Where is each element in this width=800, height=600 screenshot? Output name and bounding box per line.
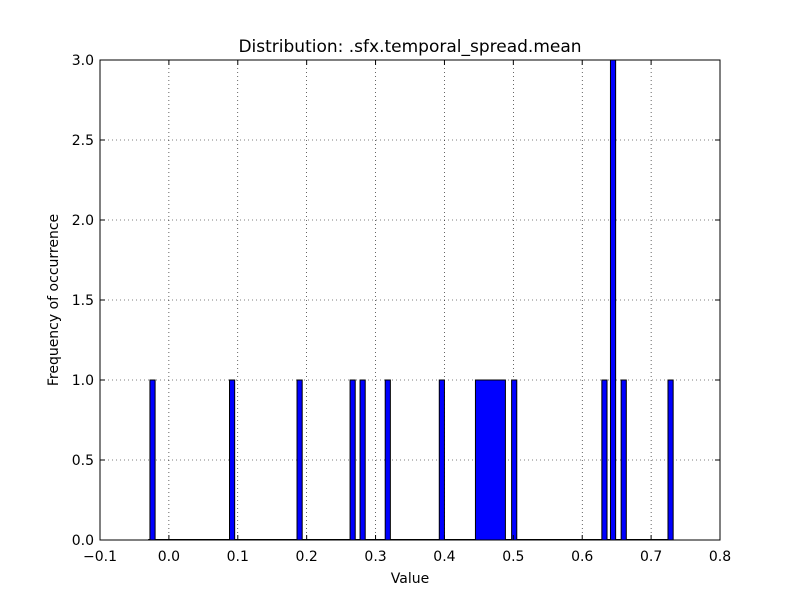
- x-tick-label: 0.8: [709, 549, 731, 565]
- x-tick-label: 0.5: [502, 549, 524, 565]
- histogram-bar: [349, 379, 356, 541]
- x-tick-label: 0.6: [571, 549, 593, 565]
- histogram-bar: [438, 379, 445, 541]
- chart-title: Distribution: .sfx.temporal_spread.mean: [238, 37, 581, 57]
- x-tick-label: 0.7: [640, 549, 662, 565]
- histogram-bar: [296, 379, 303, 541]
- histogram-bar: [511, 379, 518, 541]
- histogram-bar: [609, 59, 617, 541]
- y-tick-labels: 0.0 0.5 1.0 1.5 2.0 2.5 3.0: [72, 53, 94, 549]
- histogram-bar: [601, 379, 608, 541]
- axis-ticks: [99, 59, 721, 541]
- y-tick-label: 0.5: [72, 453, 94, 469]
- x-tick-label: 0.4: [433, 549, 455, 565]
- x-tick-label: −0.1: [83, 549, 117, 565]
- grid-lines: [100, 60, 720, 540]
- x-tick-label: 0.0: [158, 549, 180, 565]
- y-tick-label: 1.0: [72, 373, 94, 389]
- x-tick-label: 0.1: [227, 549, 249, 565]
- x-tick-label: 0.3: [364, 549, 386, 565]
- x-tick-labels: −0.1 0.0 0.1 0.2 0.3 0.4 0.5 0.6 0.7 0.8: [83, 549, 731, 565]
- x-axis-title: Value: [391, 571, 429, 587]
- histogram-bar: [149, 379, 156, 541]
- x-tick-label: 0.2: [296, 549, 318, 565]
- histogram-bar: [229, 379, 236, 541]
- histogram-bar: [359, 379, 366, 541]
- y-tick-label: 3.0: [72, 53, 94, 69]
- histogram-bar: [384, 379, 391, 541]
- histogram-bar: [620, 379, 627, 541]
- histogram-bar: [474, 379, 506, 541]
- y-tick-label: 2.0: [72, 213, 94, 229]
- histogram-bar: [667, 379, 674, 541]
- y-tick-label: 1.5: [72, 293, 94, 309]
- y-tick-label: 0.0: [72, 533, 94, 549]
- y-axis-title: Frequency of occurrence: [46, 214, 62, 386]
- y-tick-label: 2.5: [72, 133, 94, 149]
